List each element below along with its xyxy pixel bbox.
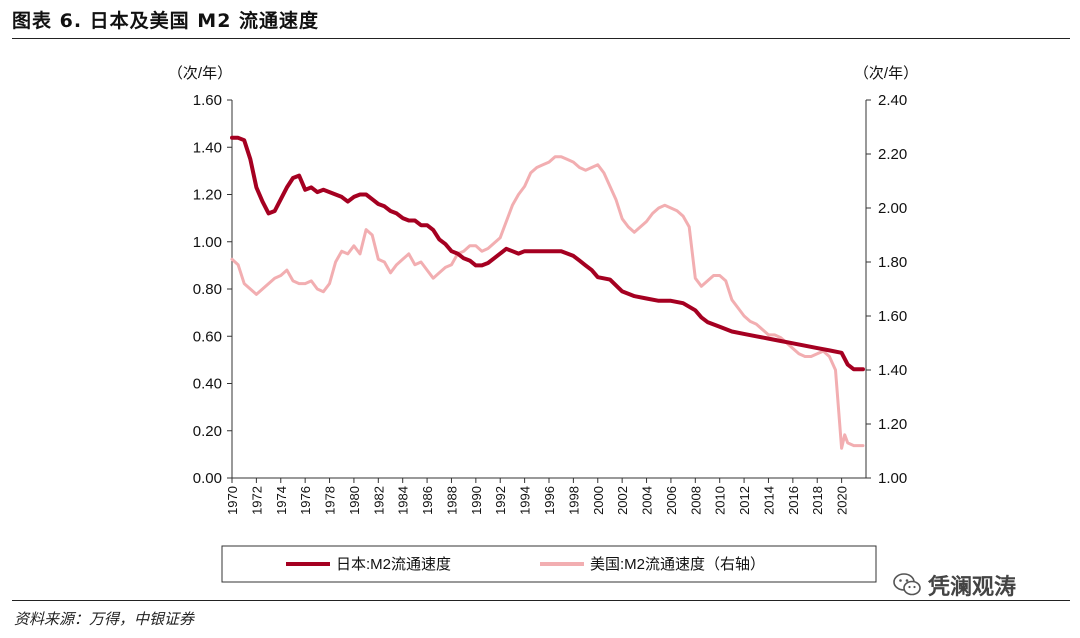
- x-tick-label: 1994: [518, 486, 533, 515]
- y-left-unit: （次/年）: [168, 65, 232, 82]
- series-line-us: [230, 155, 865, 450]
- y-left-tick-label: 1.40: [193, 139, 222, 156]
- y-left-tick-label: 0.80: [193, 281, 222, 298]
- x-tick-label: 2016: [786, 486, 801, 515]
- y-left-tick-label: 1.20: [193, 187, 222, 204]
- watermark: 凭澜观涛: [892, 569, 1016, 601]
- wechat-icon: [893, 573, 921, 596]
- y-left-tick-label: 0.00: [193, 470, 222, 487]
- x-tick-label: 2012: [737, 486, 752, 515]
- y-right-ticks: 1.00 1.20 1.40 1.60 1.80 2.00 2.20 2.40: [866, 92, 907, 487]
- y-right-tick-label: 1.40: [878, 362, 907, 379]
- y-right-tick-label: 1.20: [878, 416, 907, 433]
- y-right-tick-label: 1.60: [878, 308, 907, 325]
- x-tick-label: 2020: [835, 486, 850, 515]
- legend-label-japan: 日本:M2流通速度: [336, 556, 451, 573]
- top-divider: [12, 38, 1070, 39]
- x-tick-label: 2002: [615, 486, 630, 515]
- y-right-tick-label: 2.00: [878, 200, 907, 217]
- x-tick-label: 1980: [347, 486, 362, 515]
- x-tick-label: 1972: [249, 486, 264, 515]
- y-left-tick-label: 1.60: [193, 92, 222, 109]
- x-tick-label: 2008: [688, 486, 703, 515]
- x-tick-label: 1982: [371, 486, 386, 515]
- bottom-divider: [12, 600, 1070, 601]
- x-tick-label: 1974: [274, 486, 289, 515]
- y-left-tick-label: 0.20: [193, 423, 222, 440]
- watermark-text: 凭澜观涛: [928, 575, 1017, 600]
- series-line-japan: [230, 135, 865, 372]
- x-tick-label: 2006: [664, 486, 679, 515]
- x-tick-label: 1984: [396, 486, 411, 515]
- y-right-tick-label: 2.20: [878, 146, 907, 163]
- x-tick-label: 2004: [640, 486, 655, 515]
- x-tick-label: 1976: [298, 486, 313, 515]
- source-note: 资料来源：万得，中银证券: [14, 610, 195, 628]
- y-left-tick-label: 1.00: [193, 234, 222, 251]
- x-tick-label: 1988: [444, 486, 459, 515]
- x-tick-label: 2014: [761, 486, 776, 515]
- x-tick-label: 1996: [542, 486, 557, 515]
- y-right-tick-label: 1.80: [878, 254, 907, 271]
- x-tick-label: 1992: [493, 486, 508, 515]
- y-right-tick-label: 1.00: [878, 470, 907, 487]
- series-layer: [230, 135, 865, 450]
- x-tick-label: 1978: [323, 486, 338, 515]
- x-tick-label: 1970: [225, 486, 240, 515]
- y-right-tick-label: 2.40: [878, 92, 907, 109]
- x-tick-label: 2000: [591, 486, 606, 515]
- x-tick-label: 1990: [469, 486, 484, 515]
- x-tick-label: 1986: [420, 486, 435, 515]
- chart: （次/年） （次/年） 0.00 0.20 0.40 0.60 0.80 1.00 1.20…: [168, 65, 918, 583]
- legend-box: [221, 545, 877, 583]
- x-tick-label: 2010: [713, 486, 728, 515]
- y-left-tick-label: 0.40: [193, 376, 222, 393]
- figure-title: 图表 6. 日本及美国 M2 流通速度: [12, 10, 320, 32]
- x-ticks: 1970 1972 1974 1976 1978 1980 1982 1984 1986 1988…: [225, 478, 850, 515]
- y-right-unit: （次/年）: [854, 65, 918, 82]
- legend-label-us: 美国:M2流通速度（右轴）: [590, 556, 765, 573]
- x-tick-label: 1998: [566, 486, 581, 515]
- y-left-ticks: 0.00 0.20 0.40 0.60 0.80 1.00 1.20 1.40 1.60: [193, 92, 232, 487]
- x-tick-label: 2018: [810, 486, 825, 515]
- y-left-tick-label: 0.60: [193, 328, 222, 345]
